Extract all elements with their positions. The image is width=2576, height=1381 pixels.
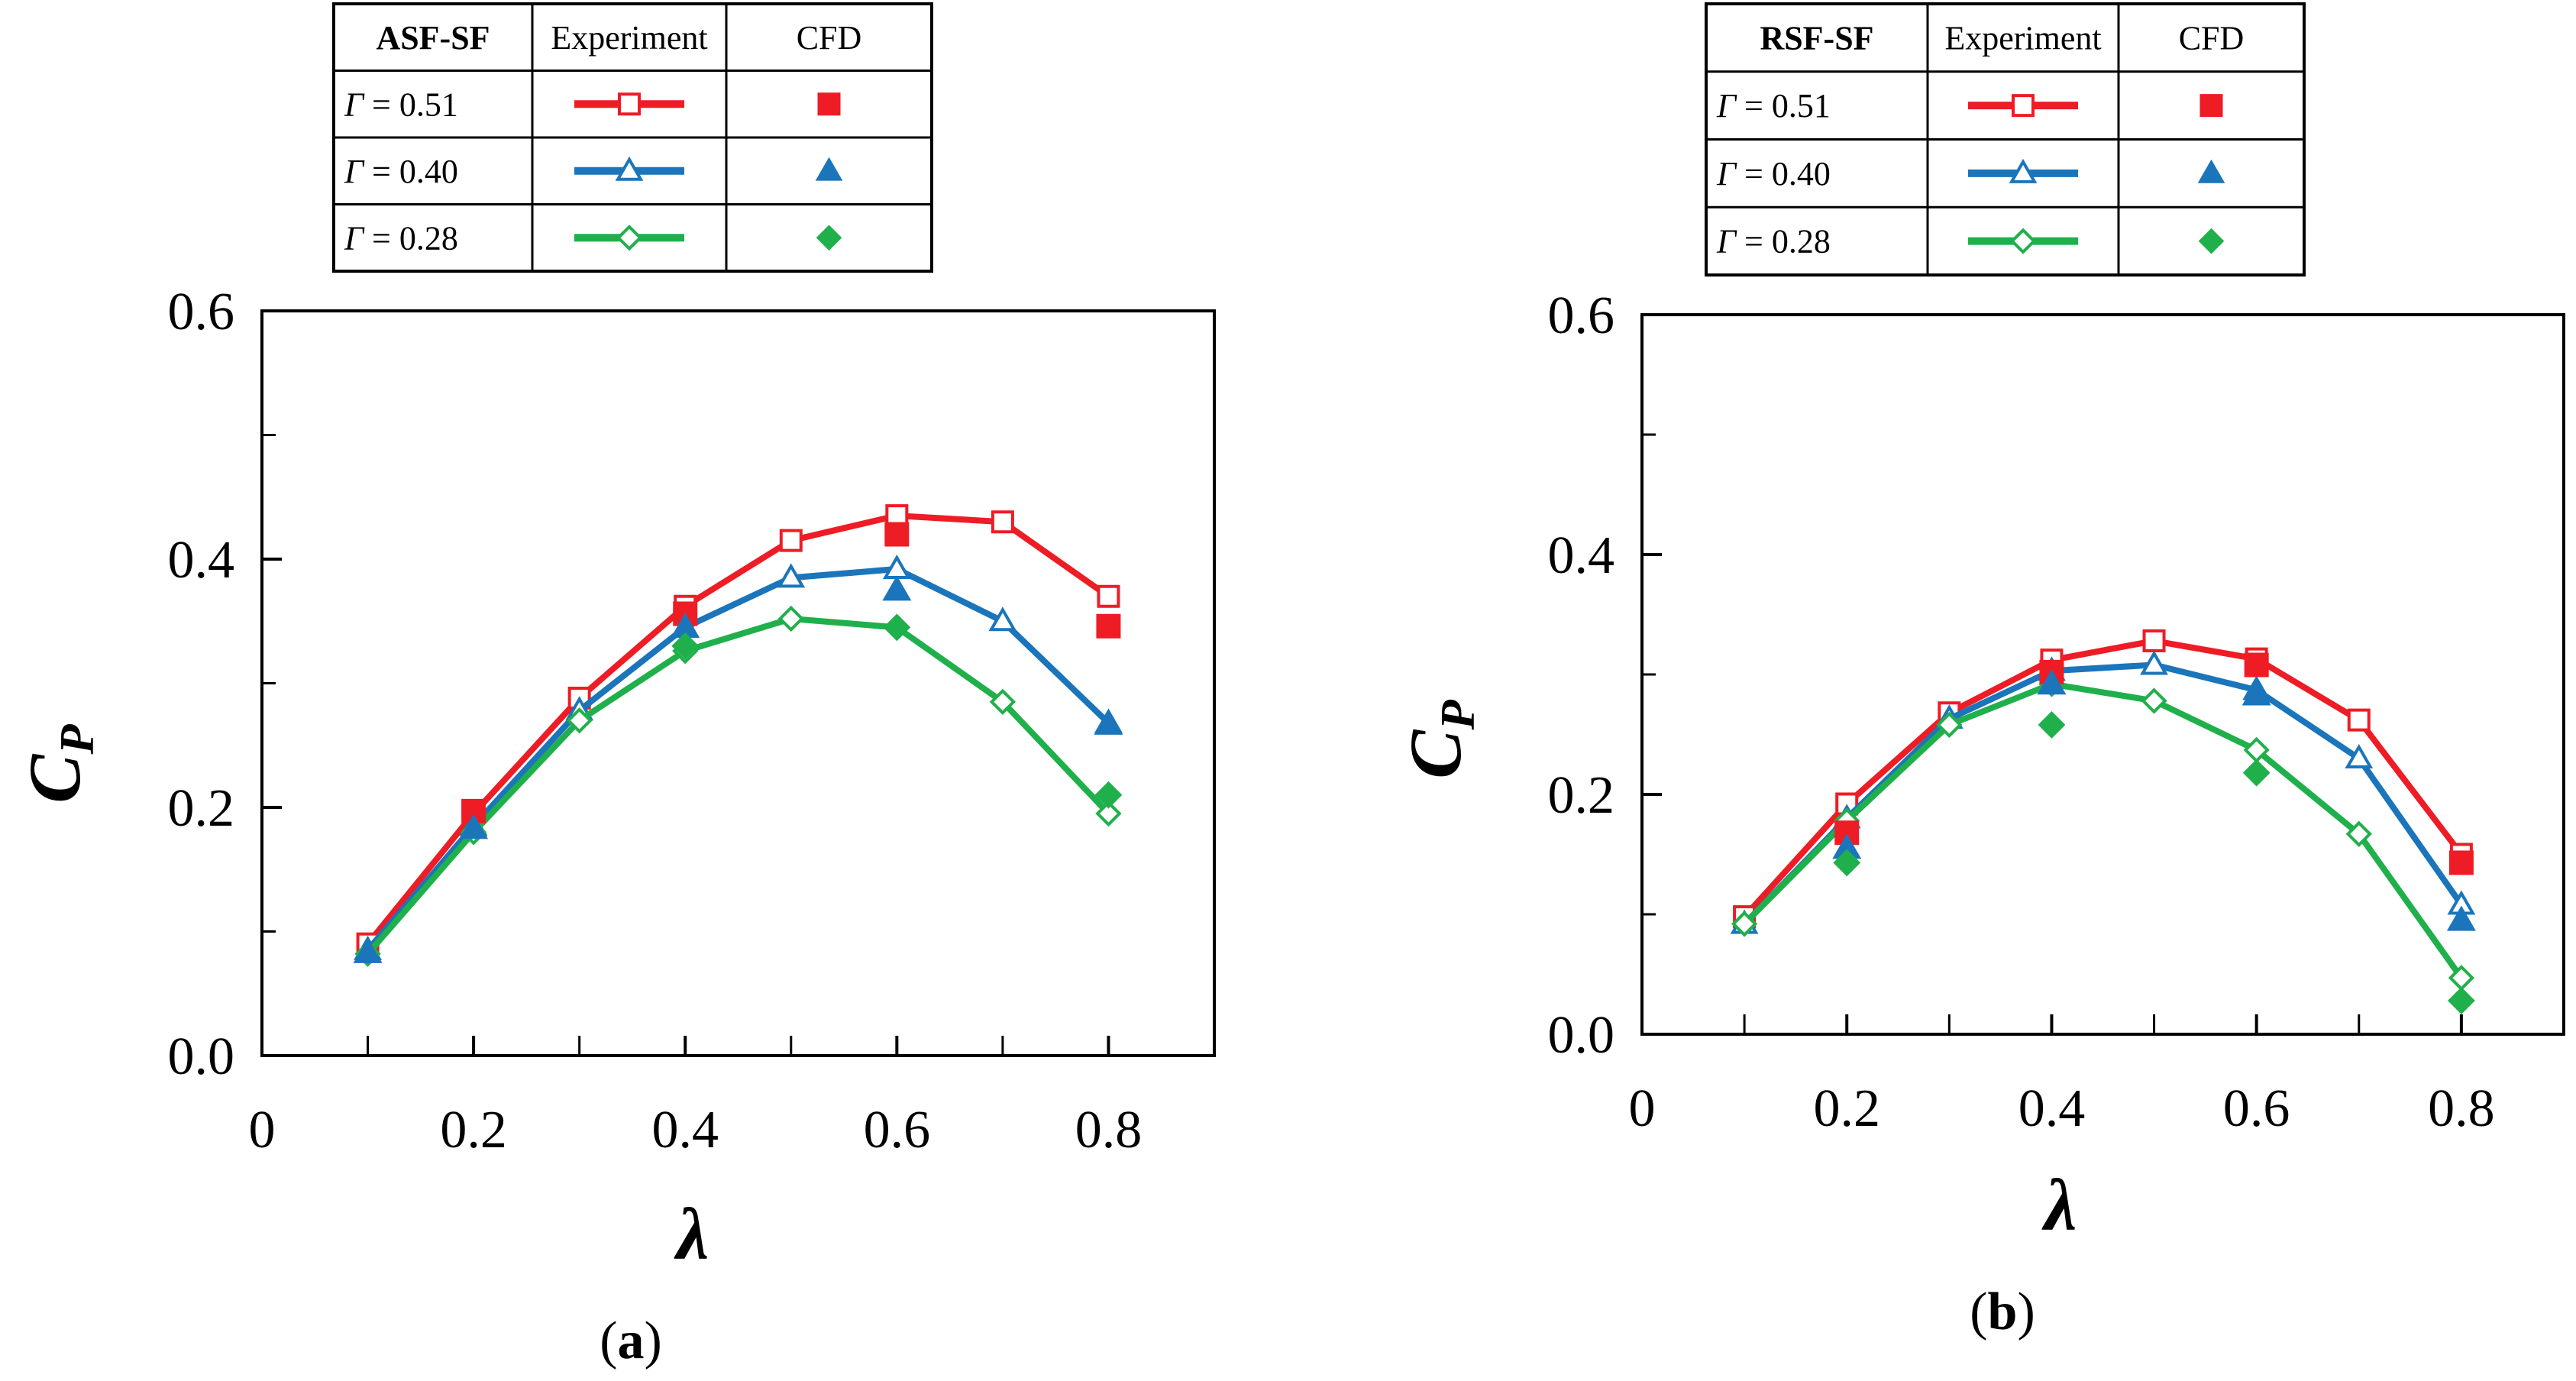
panel-a-legend-cfd-marker xyxy=(817,92,841,116)
panel-a-legend-experiment-marker xyxy=(616,225,643,251)
panel-a-caption: (a) xyxy=(600,1311,662,1370)
panel-a-legend-header-experiment: Experiment xyxy=(551,19,707,57)
panel-a-experiment-point xyxy=(1097,584,1120,608)
panel-b-experiment-point xyxy=(2345,743,2374,768)
panel-b-experiment-point xyxy=(2347,708,2371,732)
panel-b-cfd-point xyxy=(2448,850,2474,875)
panel-b-experiment-line-0 xyxy=(1742,638,2464,919)
panel-b-caption: (b) xyxy=(1970,1282,2035,1341)
panel-a-experiment-line-1 xyxy=(365,566,1111,952)
panel-b-legend-experiment-marker xyxy=(2009,228,2037,254)
panel-a-experiment-point xyxy=(777,605,804,632)
panel-b-legend-cfd-marker xyxy=(2197,159,2225,183)
panel-a-x-tick-label: 0 xyxy=(249,1101,276,1159)
panel-a-legend-gamma-label: Γ = 0.28 xyxy=(344,219,458,257)
panel-a-x-tick-label: 0.4 xyxy=(651,1101,719,1159)
panel-a-cfd-point xyxy=(1094,781,1123,809)
panel-b-legend-gamma-label: Γ = 0.28 xyxy=(1716,223,1831,260)
panel-b-legend-title: RSF-SF xyxy=(1760,19,1873,57)
panel-a-experiment-point xyxy=(989,688,1017,716)
panel-a-y-tick-label: 0.4 xyxy=(168,531,235,590)
panel-b-legend-gamma-label: Γ = 0.40 xyxy=(1716,155,1831,192)
panel-b-x-tick-label: 0.6 xyxy=(2223,1079,2290,1138)
panel-b-legend-experiment-marker xyxy=(2009,158,2038,183)
panel-a-cfd-point xyxy=(353,937,383,963)
panel-a-y-axis-label: CP xyxy=(14,724,104,804)
panel-a-x-axis-label: λ xyxy=(674,1193,709,1275)
panel-b-x-tick-label: 0.2 xyxy=(1813,1079,1880,1138)
panel-b-grid-ticks: 0.0 0.2 0.4 0.6 0 0.2 0.4 0.6 0.8 xyxy=(1548,286,2495,1138)
panel-b-experiment-point xyxy=(2142,629,2166,653)
panel-b-experiment-line-2 xyxy=(1742,681,2464,980)
panel-b-legend-cfd-marker xyxy=(2199,94,2223,118)
panel-a-legend-cfd-marker xyxy=(816,225,842,251)
panel-a-experiment-line-2 xyxy=(365,616,1111,956)
panel-b-experiment-point xyxy=(2140,650,2168,675)
panel-a-legend-experiment-marker xyxy=(618,92,641,116)
panel-b-cfd-point xyxy=(2038,711,2066,739)
panel-b-legend-gamma-label: Γ = 0.51 xyxy=(1716,87,1831,125)
panel-a-legend-experiment-marker xyxy=(615,156,644,181)
panel-a-cfd-point xyxy=(1096,613,1121,639)
panel-b-experiment-point xyxy=(1731,910,1758,937)
panel-b-x-tick-label: 0.4 xyxy=(2018,1079,2086,1138)
panel-b-series xyxy=(1730,629,2476,1014)
panel-a-cfd-point xyxy=(1094,709,1123,735)
panel-a-legend-cfd-marker xyxy=(815,157,843,181)
panel-b-cfd-point xyxy=(2446,905,2476,931)
panel-a-cfd-point xyxy=(671,632,700,660)
panel-a-cfd-point xyxy=(459,813,489,839)
panel-a-x-tick-label: 0.8 xyxy=(1075,1101,1143,1159)
panel-b-legend-cfd-marker xyxy=(2198,228,2225,254)
panel-a-legend-title: ASF-SF xyxy=(376,19,490,57)
panel-b-x-tick-label: 0 xyxy=(1629,1079,1656,1138)
panel-b-y-tick-label: 0.6 xyxy=(1548,286,1615,345)
panel-b-cfd-point xyxy=(2242,758,2271,787)
panel-a-legend-header-cfd: CFD xyxy=(797,19,862,57)
panel-a-experiment-point xyxy=(779,529,803,552)
panel-b: 0.0 0.2 0.4 0.6 0 0.2 0.4 0.6 0.8 CP λ (b) xyxy=(1395,286,2565,1341)
panel-a-cfd-point xyxy=(461,798,486,823)
panel-a-experiment-point xyxy=(991,510,1014,534)
panel-a-x-tick-label: 0.2 xyxy=(440,1101,507,1159)
panel-a-grid-ticks: 0.0 0.2 0.4 0.6 0 0.2 0.4 0.6 0.8 xyxy=(168,283,1143,1159)
panel-b-legend-header-experiment: Experiment xyxy=(1944,19,2101,57)
panel-a-experiment-point xyxy=(1095,800,1122,827)
panel-b-legend-header-cfd: CFD xyxy=(2179,19,2245,57)
panel-a: 0.0 0.2 0.4 0.6 0 0.2 0.4 0.6 0.8 CP λ (a) xyxy=(14,283,1216,1370)
panel-a-series xyxy=(353,504,1123,967)
legend-table-b: RSF-SF Experiment CFD Γ = 0.51 Γ = 0.40 Γ = 0… xyxy=(1705,2,2306,277)
panel-b-cfd-point xyxy=(2241,680,2271,706)
panel-a-x-tick-label: 0.6 xyxy=(864,1101,931,1159)
panel-b-cfd-point xyxy=(2447,987,2475,1014)
panel-a-y-tick-label: 0.2 xyxy=(168,779,235,838)
panel-b-experiment-point xyxy=(2141,687,2167,714)
panel-a-experiment-point xyxy=(566,707,593,734)
panel-b-x-tick-label: 0.8 xyxy=(2428,1079,2495,1138)
panel-b-experiment-point xyxy=(2345,820,2372,847)
panel-a-y-tick-label: 0.6 xyxy=(168,283,235,341)
panel-a-experiment-point xyxy=(777,563,806,588)
panel-b-x-axis-label: λ xyxy=(2041,1164,2077,1246)
panel-b-y-tick-label: 0.4 xyxy=(1548,526,1615,585)
panel-a-experiment-point xyxy=(988,606,1017,632)
panel-a-experiment-line-0 xyxy=(365,513,1110,946)
panel-a-y-tick-label: 0.0 xyxy=(168,1027,235,1086)
panel-b-cfd-point xyxy=(1834,820,1860,846)
panel-b-legend-experiment-marker xyxy=(2012,94,2035,118)
panel-b-cfd-point xyxy=(1833,849,1861,877)
legend-table-a: ASF-SF Experiment CFD Γ = 0.51 Γ = 0.40 Γ = 0… xyxy=(332,2,933,273)
panel-b-y-tick-label: 0.2 xyxy=(1548,766,1615,825)
panel-a-cfd-point xyxy=(884,522,910,547)
panel-a-legend-gamma-label: Γ = 0.40 xyxy=(344,153,458,190)
panel-b-cfd-point xyxy=(2037,669,2067,695)
panel-b-y-axis-label: CP xyxy=(1395,700,1485,779)
panel-b-cfd-point xyxy=(2244,652,2269,678)
panel-a-legend-gamma-label: Γ = 0.51 xyxy=(344,86,458,123)
panel-a-cfd-point xyxy=(883,613,911,642)
panel-b-y-tick-label: 0.0 xyxy=(1548,1006,1615,1065)
panel-a-cfd-point xyxy=(882,575,912,601)
panel-b-experiment-point xyxy=(1936,711,1963,739)
